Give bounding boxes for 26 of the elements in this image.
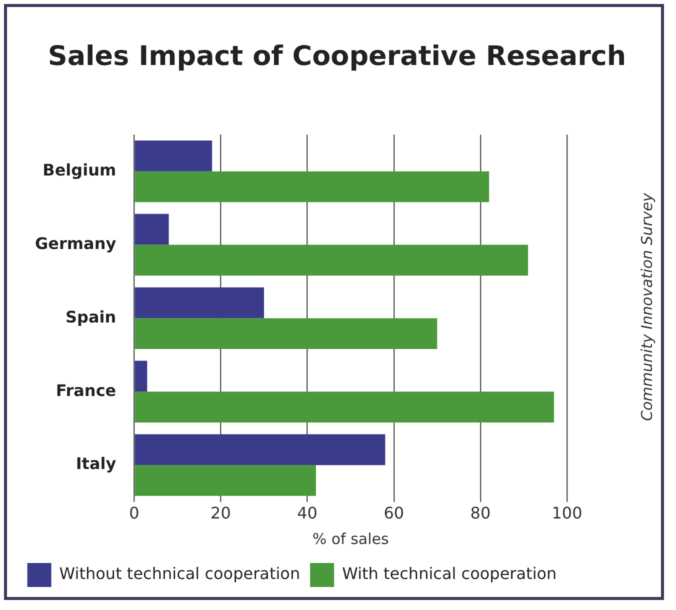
x-tick-label: 0	[129, 504, 140, 523]
y-tick-label: Belgium	[42, 160, 116, 180]
x-tick-label: 20	[210, 504, 231, 523]
bar	[134, 434, 386, 466]
legend-label: Without technical cooperation	[59, 564, 300, 584]
x-tick-label: 40	[297, 504, 318, 523]
x-tick-label: 60	[384, 504, 404, 523]
y-tick-label: Spain	[66, 307, 116, 326]
text: Community Innovation Survey	[638, 193, 656, 421]
y-tick-label: France	[56, 380, 116, 400]
x-axis-title: % of sales	[312, 530, 389, 548]
bar	[134, 360, 148, 392]
x-tick-label: 80	[470, 504, 491, 523]
y-tick-label: Italy	[76, 454, 117, 474]
y-tick-label: Germany	[34, 234, 117, 253]
bar	[134, 465, 316, 496]
legend-label: With technical cooperation	[342, 564, 557, 584]
x-tick-label: 100	[552, 504, 582, 523]
bar	[134, 392, 554, 422]
bar	[134, 171, 490, 202]
bar	[134, 287, 264, 318]
chart-title: Sales Impact of Cooperative Research	[46, 41, 628, 72]
bar	[134, 318, 438, 350]
bar	[134, 244, 528, 276]
bar	[134, 214, 169, 245]
bar	[134, 140, 212, 172]
